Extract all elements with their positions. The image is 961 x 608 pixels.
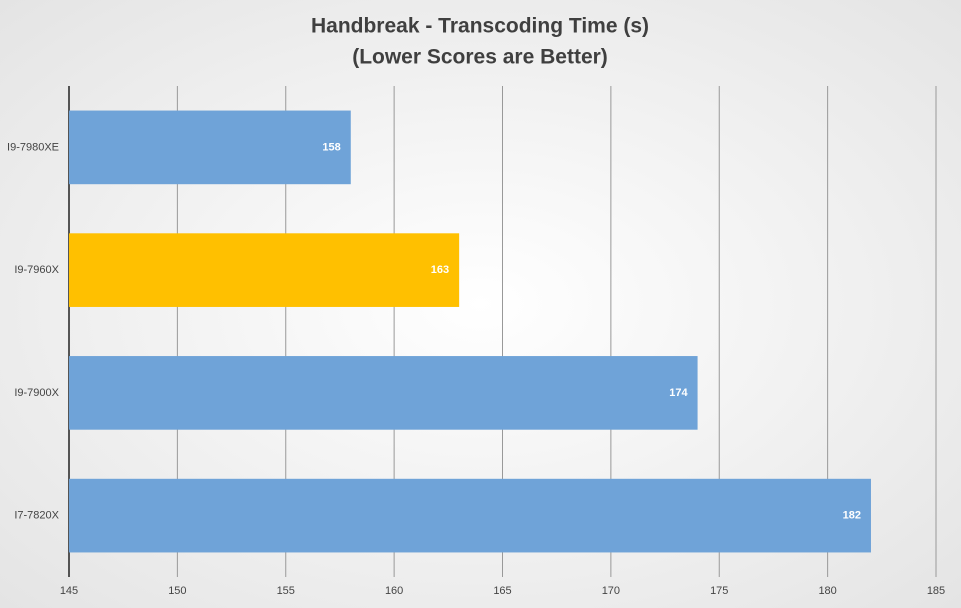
bar xyxy=(69,233,460,307)
x-tick-label: 145 xyxy=(60,585,78,597)
data-label: 163 xyxy=(431,264,449,276)
x-tick-label: 165 xyxy=(493,585,511,597)
y-tick-label: I9-7960X xyxy=(14,264,59,276)
x-tick-label: 160 xyxy=(385,585,403,597)
data-label: 174 xyxy=(669,387,688,399)
chart-title: Handbreak - Transcoding Time (s) xyxy=(311,15,649,38)
x-tick-label: 150 xyxy=(168,585,186,597)
x-tick-label: 170 xyxy=(602,585,620,597)
bar xyxy=(69,356,698,430)
x-tick-label: 175 xyxy=(710,585,728,597)
x-tick-label: 155 xyxy=(277,585,295,597)
y-tick-label: I9-7900X xyxy=(14,387,59,399)
x-tick-label: 185 xyxy=(927,585,945,597)
y-tick-label: I7-7820X xyxy=(14,510,59,522)
y-tick-label: I9-7980XE xyxy=(7,141,59,153)
bar xyxy=(69,110,351,185)
bar xyxy=(69,478,871,553)
x-tick-label: 180 xyxy=(818,585,836,597)
chart-subtitle: (Lower Scores are Better) xyxy=(352,46,608,69)
data-label: 158 xyxy=(322,141,340,153)
data-label: 182 xyxy=(843,510,861,522)
